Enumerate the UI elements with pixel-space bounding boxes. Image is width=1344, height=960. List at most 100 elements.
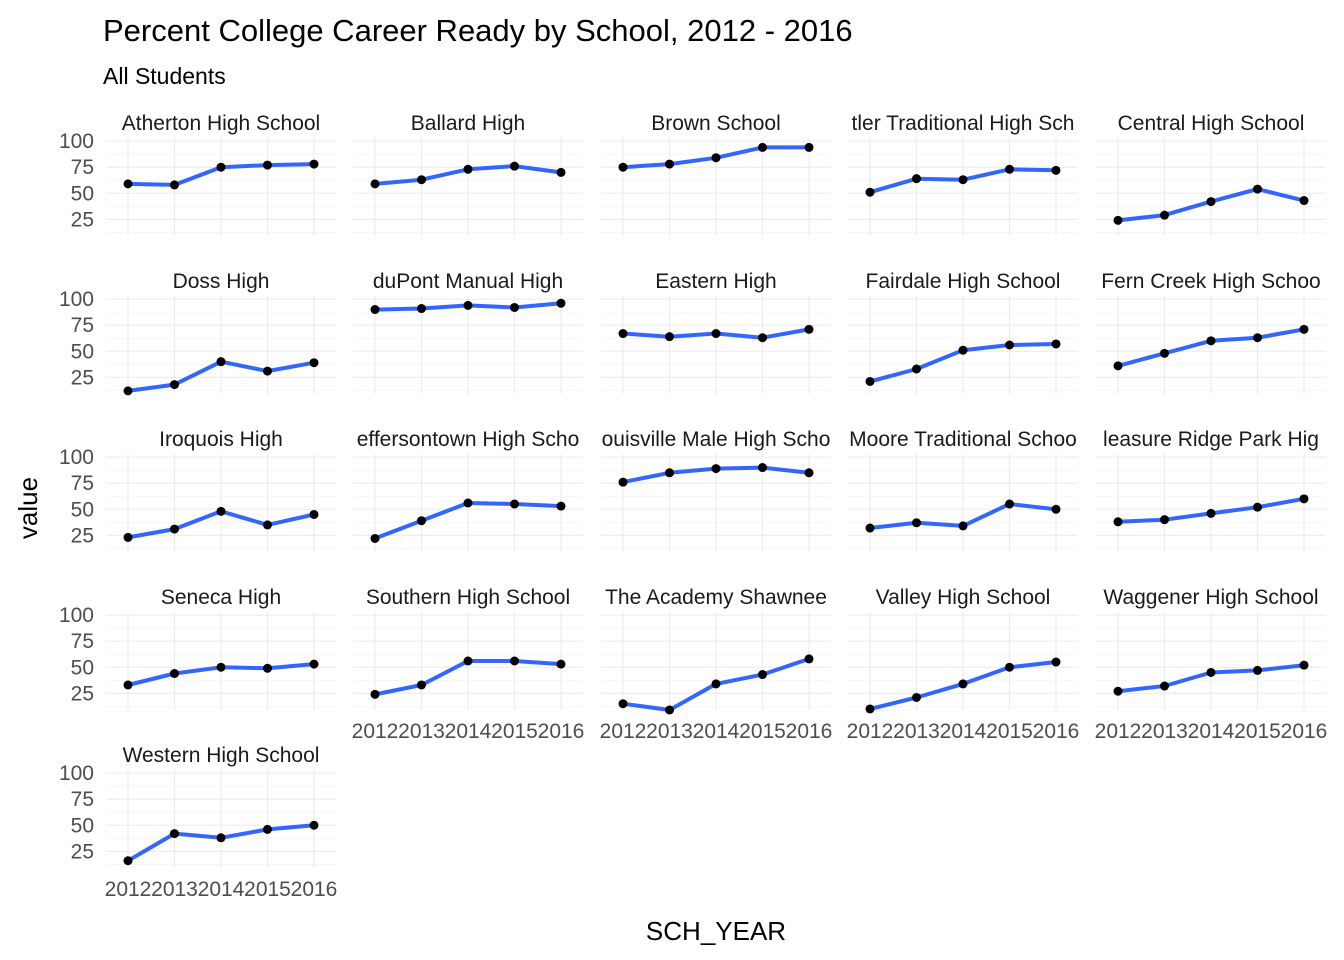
- data-point: [463, 656, 473, 666]
- panel-strip-label: Moore Traditional Schoo: [849, 428, 1077, 451]
- data-point: [804, 654, 814, 664]
- data-point: [711, 153, 721, 163]
- x-tick-label: 2012: [352, 720, 399, 743]
- x-tick-label: 2016: [538, 720, 585, 743]
- y-tick-label: 50: [71, 182, 94, 205]
- panel-strip-label: duPont Manual High: [373, 270, 563, 293]
- data-point: [1051, 504, 1061, 514]
- x-tick-label: 2013: [151, 878, 198, 901]
- data-point: [1206, 508, 1216, 518]
- data-point: [463, 164, 473, 174]
- data-point: [417, 516, 426, 526]
- panel-strip-label: leasure Ridge Park Hig: [1103, 428, 1319, 451]
- facet-panel: Waggener High School 2012 2013 2014 2015 2016: [1095, 586, 1328, 743]
- data-point: [263, 366, 272, 376]
- data-point: [1206, 667, 1216, 677]
- facet-panel: Brown School: [601, 112, 831, 236]
- x-tick-label: 2015: [986, 720, 1033, 743]
- panel-strip-label: ouisville Male High Scho: [602, 428, 831, 451]
- data-point: [556, 501, 566, 511]
- data-point: [804, 324, 814, 334]
- x-tick-label: 2013: [893, 720, 940, 743]
- x-tick-label: 2015: [1234, 720, 1281, 743]
- data-point: [309, 159, 319, 169]
- data-point: [1299, 324, 1309, 334]
- data-point: [711, 679, 721, 689]
- data-point: [912, 518, 921, 528]
- data-point: [170, 180, 179, 190]
- data-point: [1005, 164, 1014, 174]
- y-tick-label: 25: [71, 682, 94, 705]
- data-point: [758, 333, 767, 343]
- chart-subtitle: All Students: [103, 63, 226, 89]
- data-point: [665, 332, 674, 342]
- data-point: [618, 162, 628, 172]
- data-point: [216, 357, 226, 367]
- data-point: [1113, 361, 1123, 371]
- panel-strip-label: effersontown High Scho: [357, 428, 580, 451]
- x-tick-label: 2015: [244, 878, 291, 901]
- panel-strip-label: Southern High School: [366, 586, 570, 609]
- y-tick-label: 75: [71, 788, 94, 811]
- data-point: [216, 662, 226, 672]
- data-point: [1160, 681, 1169, 691]
- data-point: [123, 179, 133, 189]
- data-point: [1253, 665, 1262, 675]
- x-tick-label: 2013: [1141, 720, 1188, 743]
- data-point: [370, 305, 380, 315]
- data-point: [417, 175, 426, 185]
- x-tick-label: 2012: [600, 720, 647, 743]
- data-point: [263, 663, 272, 673]
- data-point: [216, 162, 226, 172]
- facet-panel: ouisville Male High Scho: [601, 428, 831, 552]
- facet-panel: Iroquois High 25 50 75 100: [59, 428, 336, 552]
- facet-panel: Fern Creek High Schoo: [1096, 270, 1326, 394]
- facet-panel: Seneca High 25 50 75 100: [59, 586, 336, 710]
- facet-panel: Valley High School 2012 2013 2014 2015 2016: [847, 586, 1080, 743]
- data-point: [804, 468, 814, 478]
- data-point: [1051, 339, 1061, 349]
- data-point: [170, 829, 179, 839]
- data-point: [123, 386, 133, 396]
- x-tick-label: 2014: [1188, 720, 1235, 743]
- x-tick-label: 2015: [491, 720, 538, 743]
- x-tick-label: 2012: [105, 878, 152, 901]
- panel-strip-label: Central High School: [1118, 112, 1305, 135]
- data-point: [263, 160, 272, 170]
- panel-strip-label: Fairdale High School: [866, 270, 1061, 293]
- data-point: [665, 159, 674, 169]
- data-point: [216, 506, 226, 516]
- panel-strip-label: Eastern High: [655, 270, 776, 293]
- data-point: [170, 669, 179, 679]
- data-point: [556, 167, 566, 177]
- data-point: [263, 520, 272, 530]
- x-axis-label: SCH_YEAR: [646, 916, 786, 946]
- data-point: [912, 364, 921, 374]
- y-tick-label: 50: [71, 340, 94, 363]
- y-tick-label: 25: [71, 840, 94, 863]
- data-point: [1160, 348, 1169, 358]
- data-point: [463, 498, 473, 508]
- data-point: [711, 464, 721, 474]
- data-point: [865, 376, 875, 386]
- data-point: [758, 670, 767, 680]
- data-point: [123, 856, 133, 866]
- data-point: [1160, 515, 1169, 525]
- data-point: [1113, 517, 1123, 527]
- data-point: [758, 142, 767, 152]
- data-point: [556, 659, 566, 669]
- data-point: [711, 329, 721, 339]
- data-point: [1253, 502, 1262, 512]
- x-tick-label: 2016: [1281, 720, 1328, 743]
- panel-strip-label: The Academy Shawnee: [605, 586, 827, 609]
- facet-panel: The Academy Shawnee 2012 2013 2014 2015 2016: [600, 586, 833, 743]
- data-point: [865, 187, 875, 197]
- y-tick-label: 100: [59, 446, 94, 469]
- data-point: [216, 833, 226, 843]
- data-point: [510, 161, 519, 171]
- y-tick-label: 100: [59, 762, 94, 785]
- data-point: [1051, 657, 1061, 667]
- data-point: [417, 680, 426, 690]
- data-point: [370, 179, 380, 189]
